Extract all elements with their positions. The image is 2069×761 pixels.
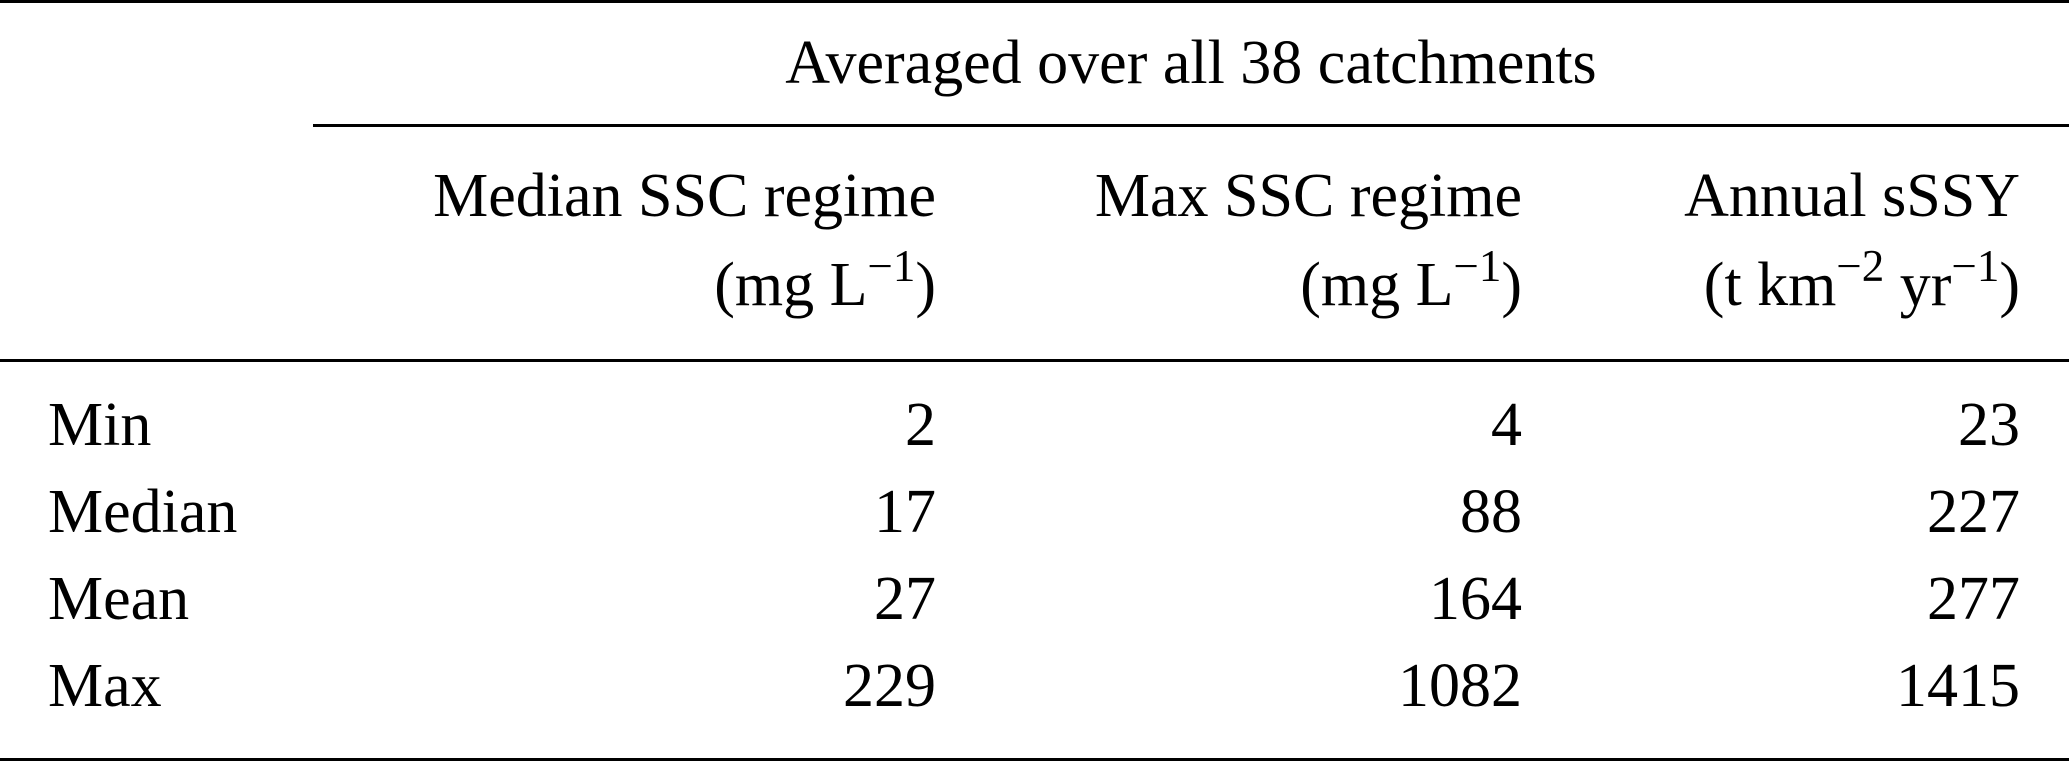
unit-exponent: −1	[1951, 241, 2000, 291]
column-unit-annual-sssy: (t km−2 yr−1)	[1703, 244, 2020, 319]
column-header-max-ssc: Max SSC regime	[1094, 162, 1522, 230]
row-label-median: Median	[48, 478, 238, 546]
cell-max-annual-sssy: 1415	[1896, 652, 2020, 720]
column-header-median-ssc: Median SSC regime	[433, 162, 936, 230]
row-label-mean: Mean	[48, 565, 190, 633]
cell-median-annual-sssy: 227	[1927, 478, 2020, 546]
column-header-annual-sssy: Annual sSSY	[1684, 162, 2020, 230]
cell-min-annual-sssy: 23	[1958, 391, 2020, 459]
cell-mean-annual-sssy: 277	[1927, 565, 2020, 633]
unit-exponent: −1	[867, 241, 916, 291]
cell-mean-median-ssc: 27	[874, 565, 936, 633]
unit-text: (t km	[1703, 251, 1837, 319]
spanning-header: Averaged over all 38 catchments	[785, 29, 1597, 97]
cell-min-median-ssc: 2	[905, 391, 936, 459]
row-label-max: Max	[48, 652, 162, 720]
cell-max-median-ssc: 229	[843, 652, 936, 720]
unit-exponent: −1	[1453, 241, 1502, 291]
cell-median-median-ssc: 17	[874, 478, 936, 546]
table-top-rule	[0, 0, 2069, 3]
unit-text: (mg L	[714, 251, 868, 319]
unit-text: )	[915, 251, 936, 319]
row-label-min: Min	[48, 391, 152, 459]
unit-text: )	[1999, 251, 2020, 319]
header-bottom-rule	[0, 359, 2069, 362]
unit-exponent: −2	[1836, 241, 1885, 291]
cell-max-max-ssc: 1082	[1398, 652, 1522, 720]
unit-text: yr	[1884, 251, 1952, 319]
cell-min-max-ssc: 4	[1491, 391, 1522, 459]
table-bottom-rule	[0, 758, 2069, 761]
unit-text: (mg L	[1300, 251, 1454, 319]
cell-mean-max-ssc: 164	[1429, 565, 1522, 633]
column-unit-median-ssc: (mg L−1)	[714, 244, 936, 319]
spanning-header-rule	[313, 124, 2069, 127]
column-unit-max-ssc: (mg L−1)	[1300, 244, 1522, 319]
unit-text: )	[1501, 251, 1522, 319]
cell-median-max-ssc: 88	[1460, 478, 1522, 546]
